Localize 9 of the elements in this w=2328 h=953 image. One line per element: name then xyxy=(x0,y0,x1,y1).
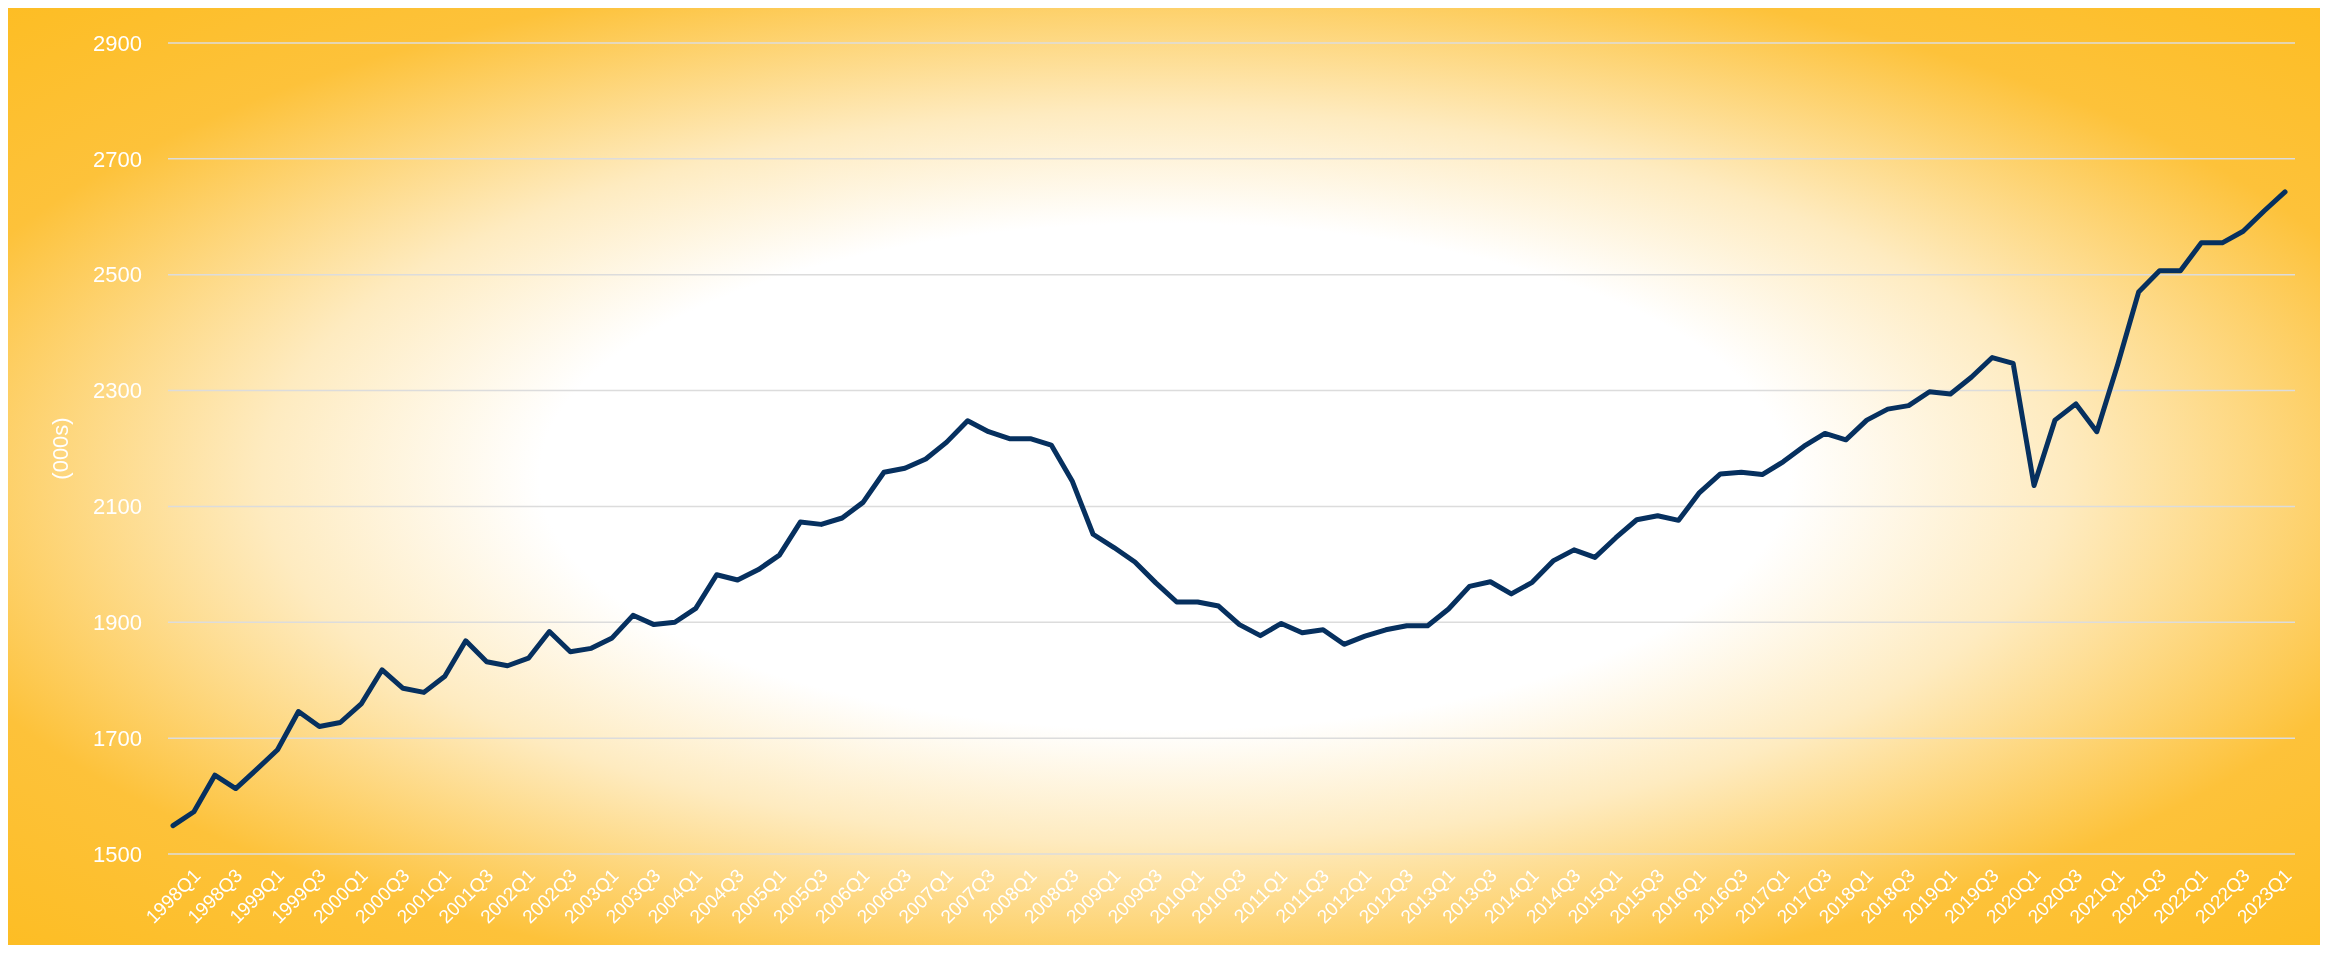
y-tick-label: 2300 xyxy=(93,378,142,404)
y-tick-label: 1700 xyxy=(93,725,142,751)
y-tick-label: 1500 xyxy=(93,841,142,867)
y-tick-label: 1900 xyxy=(93,609,142,635)
y-tick-label: 2700 xyxy=(93,146,142,172)
y-tick-label: 2500 xyxy=(93,262,142,288)
y-tick-label: 2100 xyxy=(93,494,142,520)
y-tick-label: 2900 xyxy=(93,30,142,56)
y-axis-title: (000s) xyxy=(48,417,73,480)
